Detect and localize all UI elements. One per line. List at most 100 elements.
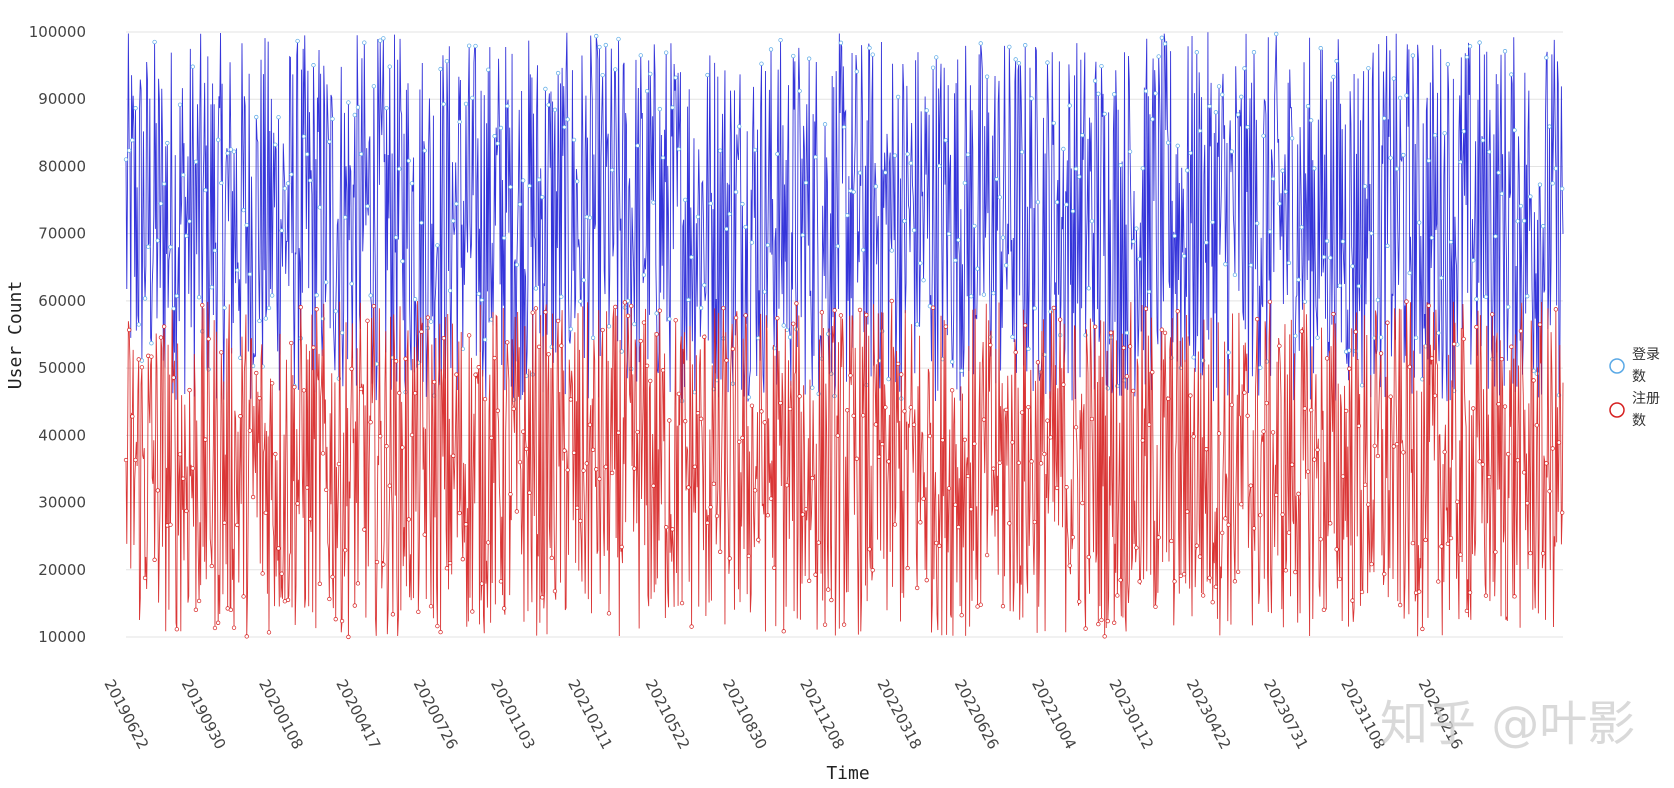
data-point xyxy=(1150,370,1155,375)
data-point xyxy=(1312,166,1317,171)
data-point xyxy=(778,400,783,406)
legend-item-login[interactable]: 登录 数 xyxy=(1609,347,1660,385)
data-point xyxy=(1118,163,1123,168)
data-point xyxy=(1544,55,1549,60)
data-point xyxy=(343,548,348,553)
data-point xyxy=(330,116,335,121)
data-point xyxy=(158,201,164,206)
data-point xyxy=(1188,150,1193,156)
data-point xyxy=(594,33,599,39)
data-point xyxy=(1077,599,1082,604)
data-point xyxy=(829,597,834,603)
data-point xyxy=(1131,388,1136,394)
x-tick-label: 20200417 xyxy=(332,676,384,752)
data-point xyxy=(759,61,764,66)
data-point xyxy=(492,355,497,361)
data-point xyxy=(622,300,628,305)
data-point xyxy=(397,390,402,396)
data-point xyxy=(476,291,481,296)
data-point xyxy=(1181,253,1187,259)
data-point xyxy=(657,106,662,112)
data-point xyxy=(1194,50,1199,55)
data-point xyxy=(1334,547,1339,552)
data-point xyxy=(324,487,329,492)
data-point xyxy=(838,40,844,45)
data-point xyxy=(1083,626,1088,631)
data-point xyxy=(1197,128,1203,133)
data-point xyxy=(1388,155,1393,161)
data-point xyxy=(1248,263,1253,268)
data-point xyxy=(1061,382,1066,387)
data-point xyxy=(787,335,793,340)
data-point xyxy=(667,418,672,423)
data-point xyxy=(1464,54,1470,60)
data-point xyxy=(203,437,208,442)
data-point xyxy=(1337,283,1342,288)
data-point xyxy=(1051,305,1056,311)
data-point xyxy=(775,316,780,321)
data-point xyxy=(924,578,929,583)
data-point xyxy=(876,454,882,459)
data-point xyxy=(930,65,936,70)
data-point xyxy=(1486,149,1492,155)
data-point xyxy=(575,179,580,184)
data-point xyxy=(333,617,338,622)
data-point xyxy=(171,306,176,311)
data-point xyxy=(174,293,179,299)
data-point xyxy=(1445,62,1450,67)
data-point xyxy=(822,122,828,127)
data-point xyxy=(1026,404,1031,410)
data-point xyxy=(918,261,923,266)
data-point xyxy=(1191,434,1196,439)
data-point xyxy=(975,604,980,609)
data-point xyxy=(784,483,790,488)
data-point xyxy=(1220,530,1225,536)
data-point xyxy=(451,453,456,458)
data-point xyxy=(1461,336,1466,342)
data-point xyxy=(1143,88,1149,94)
data-point xyxy=(1560,186,1565,191)
data-point xyxy=(857,170,863,175)
data-point xyxy=(1010,334,1015,340)
data-point xyxy=(651,200,656,205)
data-point xyxy=(905,151,910,157)
data-point xyxy=(136,322,141,327)
data-point xyxy=(304,485,310,490)
data-point xyxy=(752,147,758,153)
data-point xyxy=(1007,44,1012,50)
data-point xyxy=(1544,461,1549,466)
x-tick-label: 20230422 xyxy=(1183,676,1235,752)
data-point xyxy=(1038,461,1044,466)
data-point xyxy=(266,305,272,311)
data-point xyxy=(1363,482,1368,487)
data-point xyxy=(1458,159,1463,165)
data-point xyxy=(727,211,732,217)
legend-item-register[interactable]: 注册 数 xyxy=(1609,391,1660,429)
data-point xyxy=(1089,218,1095,224)
data-point xyxy=(196,295,202,300)
data-point xyxy=(562,448,567,453)
data-point xyxy=(444,58,450,64)
data-point xyxy=(517,202,523,207)
data-point xyxy=(632,466,637,471)
data-point xyxy=(934,55,939,60)
data-point xyxy=(1004,263,1009,268)
data-point xyxy=(374,361,380,367)
data-point xyxy=(1442,131,1447,136)
data-point xyxy=(127,148,132,153)
data-point xyxy=(1007,521,1012,526)
data-point xyxy=(177,452,183,457)
data-point xyxy=(1480,462,1485,467)
data-point xyxy=(333,309,338,314)
data-point xyxy=(689,255,694,260)
data-point xyxy=(1509,344,1514,349)
data-point xyxy=(371,84,376,89)
data-point xyxy=(482,337,488,342)
data-point xyxy=(1026,346,1031,352)
data-point xyxy=(133,457,138,463)
data-point xyxy=(521,429,526,434)
data-point xyxy=(422,532,427,537)
data-point xyxy=(1016,61,1022,66)
data-point xyxy=(1261,429,1266,434)
series-line xyxy=(125,32,1564,402)
